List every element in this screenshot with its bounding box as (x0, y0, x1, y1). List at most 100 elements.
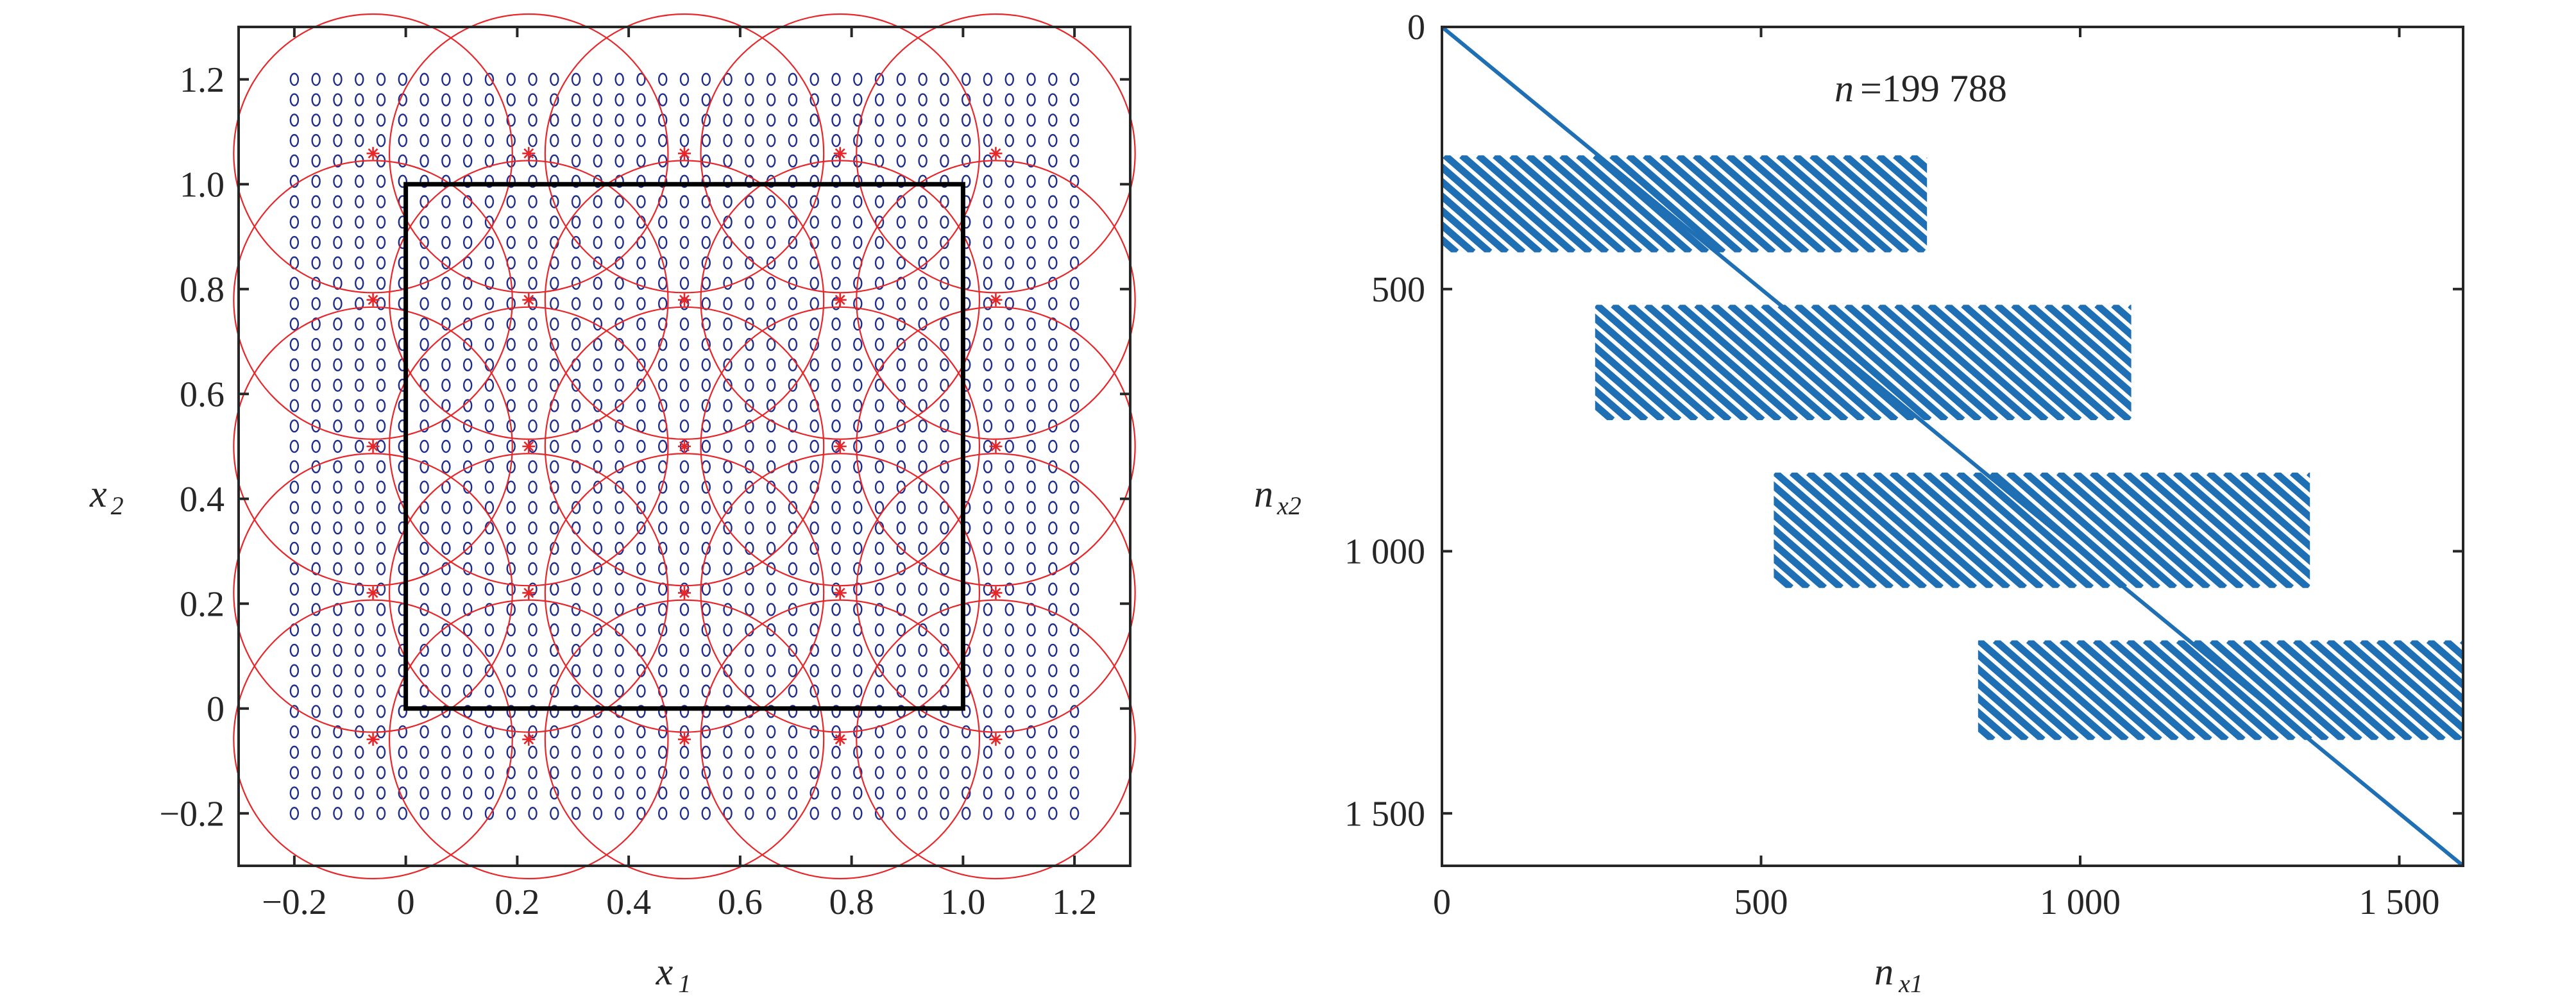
sample-point (636, 725, 646, 739)
sample-point (484, 623, 495, 637)
sample-point (1069, 643, 1080, 657)
sample-point (679, 766, 690, 779)
sample-point (745, 297, 754, 310)
sample-point (462, 807, 473, 820)
sample-point (614, 521, 624, 535)
sample-point (571, 154, 581, 168)
support-circle (233, 306, 513, 587)
sample-point (853, 480, 863, 494)
sample-point (311, 623, 321, 637)
sample-point (441, 419, 451, 433)
sample-point (1048, 399, 1058, 412)
sample-point (289, 725, 300, 739)
sample-point (333, 501, 343, 514)
sample-point (853, 684, 863, 698)
sample-point (766, 276, 776, 290)
sample-point (484, 215, 495, 229)
sample-point (1048, 378, 1058, 392)
sample-point (874, 623, 885, 637)
sample-point (636, 114, 646, 127)
sample-point (506, 807, 516, 820)
sample-point (311, 215, 321, 229)
sample-point (550, 786, 559, 800)
sample-point (874, 133, 885, 148)
support-circle (700, 160, 981, 440)
sample-point (441, 215, 451, 229)
sample-point (376, 133, 386, 148)
sample-point (788, 460, 798, 473)
sample-point (853, 297, 863, 310)
sample-point (723, 93, 733, 106)
sample-point (289, 154, 300, 168)
sample-point (484, 480, 495, 494)
sample-point (658, 174, 668, 188)
sample-point (745, 399, 754, 412)
sample-point (1026, 766, 1036, 779)
sample-point (550, 725, 559, 739)
sample-point (809, 72, 819, 86)
sample-point (1026, 235, 1036, 249)
sample-point (355, 603, 364, 616)
sample-point (311, 480, 321, 494)
sample-point (853, 93, 863, 106)
sample-point (1004, 521, 1014, 535)
sample-point (809, 745, 819, 759)
sample-point (506, 439, 516, 453)
sample-point (484, 603, 495, 616)
sample-point (788, 114, 798, 127)
sample-point (1026, 623, 1036, 637)
sample-point (874, 174, 885, 188)
sample-point (701, 154, 711, 168)
sample-point (701, 521, 711, 535)
sample-point (376, 766, 386, 779)
sample-point (506, 72, 516, 86)
sample-point (788, 174, 798, 188)
sample-point (311, 664, 321, 677)
sample-point (636, 541, 646, 555)
sample-point (376, 235, 386, 249)
sample-point (745, 93, 754, 106)
sample-point (441, 725, 451, 739)
sample-point (593, 807, 603, 820)
left-axes-box (237, 26, 1131, 867)
sample-point (376, 705, 386, 718)
sample-point (484, 72, 495, 86)
sparsity-block (1978, 640, 2464, 740)
sample-point (571, 72, 581, 86)
sample-point (745, 419, 754, 433)
sample-point (1048, 705, 1058, 718)
sample-point (809, 378, 819, 392)
sample-point (788, 501, 798, 514)
sample-point (788, 684, 798, 698)
center-marker (833, 732, 847, 746)
sample-point (593, 358, 603, 372)
sample-point (940, 603, 949, 616)
sample-point (484, 664, 495, 677)
sample-point (636, 501, 646, 514)
sample-point (506, 399, 516, 412)
sample-point (723, 114, 733, 127)
sample-point (419, 643, 429, 657)
sample-point (1004, 766, 1014, 779)
sample-point (1048, 623, 1058, 637)
sample-point (940, 419, 949, 433)
sample-point (1004, 745, 1014, 759)
sample-point (289, 337, 300, 351)
sample-point (831, 378, 841, 392)
sample-point (355, 297, 364, 310)
sample-point (874, 786, 885, 800)
sample-point (788, 337, 798, 351)
sample-point (289, 378, 300, 392)
sample-point (983, 317, 993, 331)
sample-point (874, 603, 885, 616)
sample-point (962, 72, 971, 86)
sample-point (918, 643, 928, 657)
sample-point (506, 235, 516, 249)
sample-point (614, 603, 624, 616)
sample-point (831, 603, 841, 616)
sample-point (333, 154, 343, 168)
sample-point (289, 114, 300, 127)
sample-point (809, 664, 819, 677)
sample-point (940, 154, 949, 168)
sample-point (528, 684, 538, 698)
